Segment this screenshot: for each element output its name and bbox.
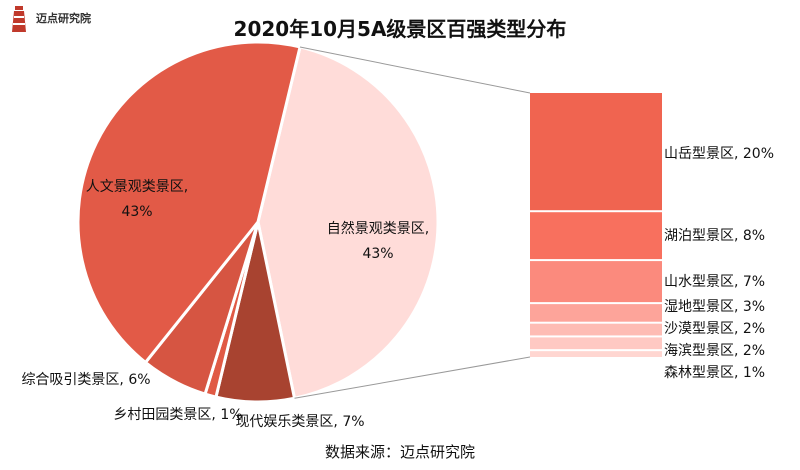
breakdown-label: 森林型景区, 1% (664, 365, 765, 381)
brand-name: 迈点研究院 (36, 12, 91, 25)
slice-label: 现代娱乐类景区, 7% (235, 414, 364, 430)
breakdown-label: 沙漠型景区, 2% (664, 321, 765, 337)
slice-value: 43% (121, 204, 152, 220)
pie-slice (256, 45, 440, 400)
slice-label: 自然景观类景区, (327, 220, 429, 237)
breakdown-bar-segment (530, 93, 662, 211)
pie-slice (76, 40, 302, 364)
breakdown-bar-segment (530, 304, 662, 322)
chart-source: 数据来源：迈点研究院 (324, 443, 475, 461)
breakdown-label: 湿地型景区, 3% (664, 299, 765, 315)
slice-label: 综合吸引类景区, 6% (21, 372, 150, 388)
slice-label: 人文景观类景区, (86, 179, 188, 195)
breakdown-bar-segment (530, 261, 662, 303)
breakdown-label: 山岳型景区, 20% (664, 146, 774, 162)
slice-label: 乡村田园类景区, 1% (113, 407, 242, 423)
breakdown-bar-segment (530, 323, 662, 336)
chart-title: 2020年10月5A级景区百强类型分布 (233, 17, 567, 41)
breakdown-label: 湖泊型景区, 8% (664, 228, 765, 244)
connector-line (299, 46, 531, 94)
lighthouse-icon (12, 6, 26, 32)
breakdown-label: 山水型景区, 7% (664, 274, 765, 290)
breakdown-bar-segment (530, 337, 662, 350)
breakdown-label: 海滨型景区, 2% (664, 343, 765, 359)
slice-value: 43% (362, 246, 393, 262)
brand-logo: 迈点研究院 (6, 4, 126, 34)
connector-line (294, 356, 531, 399)
breakdown-bar-segment (530, 351, 662, 357)
breakdown-bar-segment (530, 212, 662, 260)
